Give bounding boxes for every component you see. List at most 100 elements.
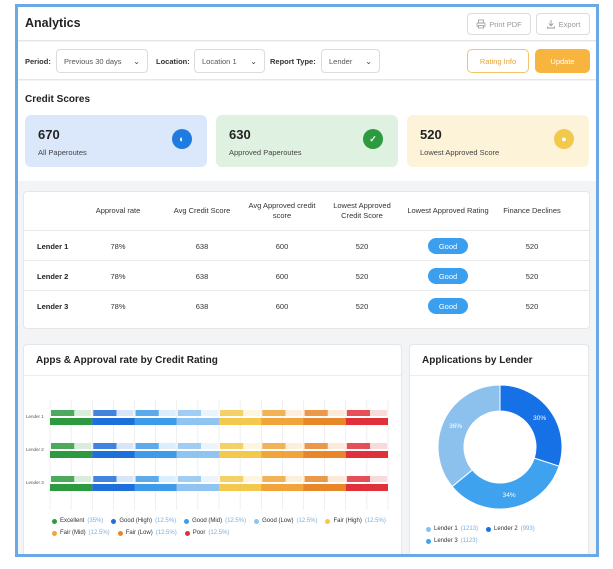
bar-segment-apps[interactable] [135, 476, 159, 482]
bar-segment-apps[interactable] [177, 476, 201, 482]
bar-segment-approval[interactable] [176, 451, 219, 458]
rating-info-button[interactable]: Rating Info [467, 49, 529, 73]
bar-segment-approval[interactable] [219, 418, 262, 425]
credit-card-2: 630 Approved Paperoutes ✓ [216, 115, 398, 167]
bar-category-label: Lender 3 [26, 480, 44, 485]
period-select[interactable]: Previous 30 days ⌄ [56, 49, 148, 73]
bar-segment-approval[interactable] [50, 484, 93, 491]
print-pdf-button[interactable]: Print PDF [467, 13, 531, 35]
bar-segment-apps[interactable] [346, 476, 370, 482]
column-header: Approval rate [95, 205, 141, 215]
bar-segment-apps[interactable] [51, 476, 75, 482]
panel-divider [24, 375, 401, 376]
bar-segment-approval[interactable] [261, 418, 304, 425]
credit-card-label: Lowest Approved Score [420, 148, 500, 157]
credit-card-value: 520 [420, 127, 442, 142]
chevron-down-icon: ⌄ [250, 56, 257, 66]
bar-segment-approval[interactable] [345, 484, 388, 491]
bar-segment-approval[interactable] [261, 451, 304, 458]
table-cell: 78% [110, 301, 126, 311]
credit-scores-panel: Credit Scores 670 All Paperoutes ◐ 630 Appro… [18, 81, 596, 181]
table-row[interactable]: Lender 3 78% 638 600 520 Good 520 [24, 290, 589, 320]
legend-label: Lender 3 [434, 538, 458, 544]
table-row[interactable]: Lender 1 78% 638 600 520 Good 520 [24, 230, 589, 260]
bar-segment-apps[interactable] [51, 443, 75, 449]
credit-card-value: 630 [229, 127, 251, 142]
bar-segment-approval[interactable] [261, 484, 304, 491]
bar-segment-apps[interactable] [346, 410, 370, 416]
legend-count: (12.5%) [208, 530, 230, 536]
location-label: Location: [156, 57, 190, 66]
download-icon [546, 20, 555, 29]
legend-dot-icon [325, 518, 331, 524]
bar-segment-apps[interactable] [93, 443, 117, 449]
location-select[interactable]: Location 1 ⌄ [194, 49, 265, 73]
credit-card-label: All Paperoutes [38, 148, 87, 157]
credit-card-label: Approved Paperoutes [229, 148, 302, 157]
update-button[interactable]: Update [535, 49, 590, 73]
filter-bar: Period: Previous 30 days ⌄ Location: Loc… [18, 42, 596, 80]
credit-card-1: 670 All Paperoutes ◐ [25, 115, 207, 167]
chevron-down-icon: ⌄ [365, 56, 372, 66]
bar-segment-approval[interactable] [134, 484, 177, 491]
donut-chart-title: Applications by Lender [422, 355, 533, 366]
bar-segment-track [369, 410, 387, 416]
credit-scores-title: Credit Scores [25, 94, 91, 105]
table-cell: 520 [355, 271, 369, 281]
bar-segment-apps[interactable] [262, 443, 286, 449]
bar-segment-apps[interactable] [177, 443, 201, 449]
legend-label: Good (Mid) [192, 518, 223, 524]
legend-count: (1123) [460, 538, 478, 544]
bar-segment-apps[interactable] [220, 476, 244, 482]
bar-segment-apps[interactable] [135, 410, 159, 416]
bar-segment-apps[interactable] [177, 410, 201, 416]
bar-segment-apps[interactable] [220, 443, 244, 449]
column-header: Avg Approved credit score [248, 200, 316, 220]
bar-segment-approval[interactable] [50, 418, 93, 425]
bar-segment-approval[interactable] [176, 418, 219, 425]
bar-segment-apps[interactable] [135, 443, 159, 449]
legend-count: (12.5%) [88, 530, 110, 536]
bar-segment-track [158, 476, 176, 482]
bar-segment-approval[interactable] [134, 451, 177, 458]
bar-segment-approval[interactable] [303, 484, 346, 491]
table-row[interactable]: Lender 2 78% 638 600 520 Good 520 [24, 260, 589, 290]
donut-slice[interactable] [437, 385, 501, 488]
bar-segment-approval[interactable] [50, 451, 93, 458]
apps-chart-title: Apps & Approval rate by Credit Rating [36, 355, 218, 366]
legend-item: Lender 1 (1213) [426, 526, 478, 532]
bar-segment-track [327, 443, 345, 449]
bar-segment-approval[interactable] [176, 484, 219, 491]
bar-segment-apps[interactable] [304, 476, 328, 482]
bar-segment-apps[interactable] [304, 410, 328, 416]
column-header: Lowest Approved Rating [407, 205, 489, 215]
bar-segment-apps[interactable] [262, 476, 286, 482]
donut-slice[interactable] [499, 385, 563, 467]
bar-segment-apps[interactable] [262, 410, 286, 416]
donut-slice[interactable] [451, 457, 560, 510]
bar-segment-apps[interactable] [304, 443, 328, 449]
bar-segment-approval[interactable] [92, 418, 135, 425]
export-button[interactable]: Export [536, 13, 590, 35]
bar-segment-approval[interactable] [92, 451, 135, 458]
bar-segment-apps[interactable] [93, 476, 117, 482]
bar-segment-apps[interactable] [93, 410, 117, 416]
wallet-icon: ◐ [172, 129, 192, 149]
bar-segment-track [243, 443, 261, 449]
bar-segment-approval[interactable] [303, 451, 346, 458]
bar-segment-approval[interactable] [92, 484, 135, 491]
bar-segment-apps[interactable] [51, 410, 75, 416]
bar-category-label: Lender 1 [26, 414, 44, 419]
bar-segment-approval[interactable] [219, 484, 262, 491]
bar-segment-apps[interactable] [220, 410, 244, 416]
bar-segment-approval[interactable] [219, 451, 262, 458]
bar-segment-approval[interactable] [134, 418, 177, 425]
report-type-select[interactable]: Lender ⌄ [321, 49, 380, 73]
table-cell: 600 [275, 241, 289, 251]
bar-segment-approval[interactable] [303, 418, 346, 425]
bar-segment-approval[interactable] [345, 451, 388, 458]
bar-segment-apps[interactable] [346, 443, 370, 449]
bar-segment-approval[interactable] [345, 418, 388, 425]
table-cell: 520 [355, 241, 369, 251]
bar-segment-track [200, 410, 218, 416]
